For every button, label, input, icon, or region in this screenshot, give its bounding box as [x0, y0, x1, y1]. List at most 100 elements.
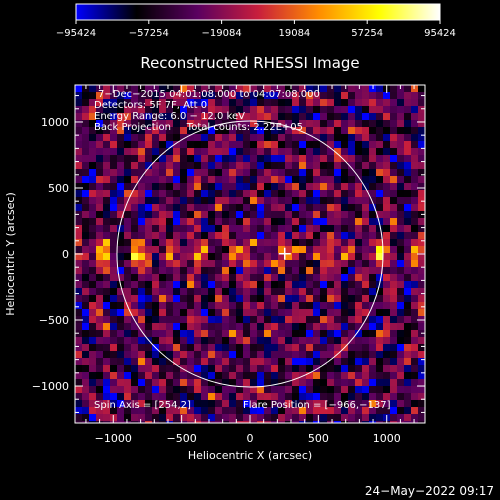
heatmap-cell [236, 323, 243, 330]
heatmap-cell [159, 141, 166, 148]
heatmap-cell [89, 379, 96, 386]
heatmap-cell [418, 316, 425, 323]
heatmap-cell [117, 358, 124, 365]
heatmap-cell [208, 85, 215, 92]
heatmap-cell [348, 246, 355, 253]
heatmap-cell [376, 365, 383, 372]
heatmap-cell [334, 239, 341, 246]
heatmap-cell [418, 358, 425, 365]
heatmap-cell [376, 267, 383, 274]
heatmap-cell [257, 183, 264, 190]
heatmap-cell [229, 260, 236, 267]
heatmap-cell [306, 421, 313, 423]
heatmap-cell [271, 99, 278, 106]
heatmap-cell [334, 288, 341, 295]
heatmap-cell [75, 134, 82, 141]
heatmap-cell [75, 239, 82, 246]
heatmap-cell [285, 316, 292, 323]
heatmap-cell [124, 330, 131, 337]
heatmap-cell [404, 281, 411, 288]
heatmap-cell [96, 386, 103, 393]
heatmap-cell [306, 358, 313, 365]
heatmap-cell [236, 302, 243, 309]
heatmap-cell [96, 232, 103, 239]
heatmap-cell [166, 211, 173, 218]
heatmap-cell [159, 274, 166, 281]
heatmap-cell [264, 421, 271, 423]
heatmap-cell [334, 330, 341, 337]
heatmap-cell [138, 148, 145, 155]
heatmap-cell [299, 204, 306, 211]
heatmap-cell [138, 218, 145, 225]
heatmap-cell [103, 169, 110, 176]
heatmap-cell [166, 365, 173, 372]
heatmap-cell [341, 379, 348, 386]
heatmap-cell [320, 358, 327, 365]
heatmap-cell [166, 407, 173, 414]
heatmap-cell [264, 400, 271, 407]
heatmap-cell [208, 190, 215, 197]
heatmap-cell [376, 400, 383, 407]
heatmap-cell [355, 309, 362, 316]
heatmap-cell [250, 211, 257, 218]
heatmap-cell [215, 386, 222, 393]
heatmap-cell [376, 372, 383, 379]
heatmap-cell [362, 295, 369, 302]
heatmap-cell [390, 246, 397, 253]
heatmap-cell [89, 113, 96, 120]
heatmap-cell [341, 176, 348, 183]
heatmap-cell [145, 267, 152, 274]
heatmap-cell [117, 407, 124, 414]
heatmap-cell [257, 400, 264, 407]
heatmap-cell [327, 113, 334, 120]
heatmap-cell [411, 407, 418, 414]
heatmap-cell [180, 183, 187, 190]
heatmap-cell [208, 379, 215, 386]
heatmap-cell [215, 295, 222, 302]
heatmap-cell [152, 134, 159, 141]
heatmap-cell [355, 260, 362, 267]
heatmap-cell [187, 92, 194, 99]
heatmap-cell [124, 344, 131, 351]
heatmap-cell [250, 344, 257, 351]
heatmap-cell [397, 141, 404, 148]
heatmap-cell [390, 421, 397, 423]
heatmap-cell [369, 379, 376, 386]
heatmap-cell [208, 281, 215, 288]
heatmap-cell [383, 197, 390, 204]
heatmap-cell [89, 232, 96, 239]
heatmap-cell [299, 267, 306, 274]
heatmap-cell [208, 99, 215, 106]
heatmap-cell [138, 400, 145, 407]
heatmap-cell [411, 239, 418, 246]
heatmap-cell [250, 253, 257, 260]
heatmap-cell [201, 344, 208, 351]
heatmap-cell [215, 288, 222, 295]
heatmap-cell [348, 134, 355, 141]
heatmap-cell [390, 309, 397, 316]
heatmap-cell [264, 106, 271, 113]
heatmap-cell [278, 120, 285, 127]
heatmap-cell [187, 386, 194, 393]
heatmap-cell [215, 232, 222, 239]
heatmap-cell [313, 414, 320, 421]
heatmap-cell [320, 162, 327, 169]
heatmap-cell [411, 169, 418, 176]
heatmap-cell [327, 106, 334, 113]
heatmap-cell [180, 414, 187, 421]
heatmap-cell [397, 239, 404, 246]
heatmap-cell [82, 155, 89, 162]
heatmap-cell [369, 421, 376, 423]
heatmap-cell [222, 232, 229, 239]
heatmap-cell [180, 379, 187, 386]
heatmap-cell [369, 407, 376, 414]
heatmap-cell [313, 260, 320, 267]
heatmap-cell [152, 218, 159, 225]
heatmap-cell [201, 176, 208, 183]
heatmap-cell [250, 379, 257, 386]
heatmap-cell [362, 309, 369, 316]
heatmap-cell [285, 302, 292, 309]
heatmap-cell [201, 288, 208, 295]
heatmap-cell [138, 92, 145, 99]
heatmap-cell [229, 211, 236, 218]
